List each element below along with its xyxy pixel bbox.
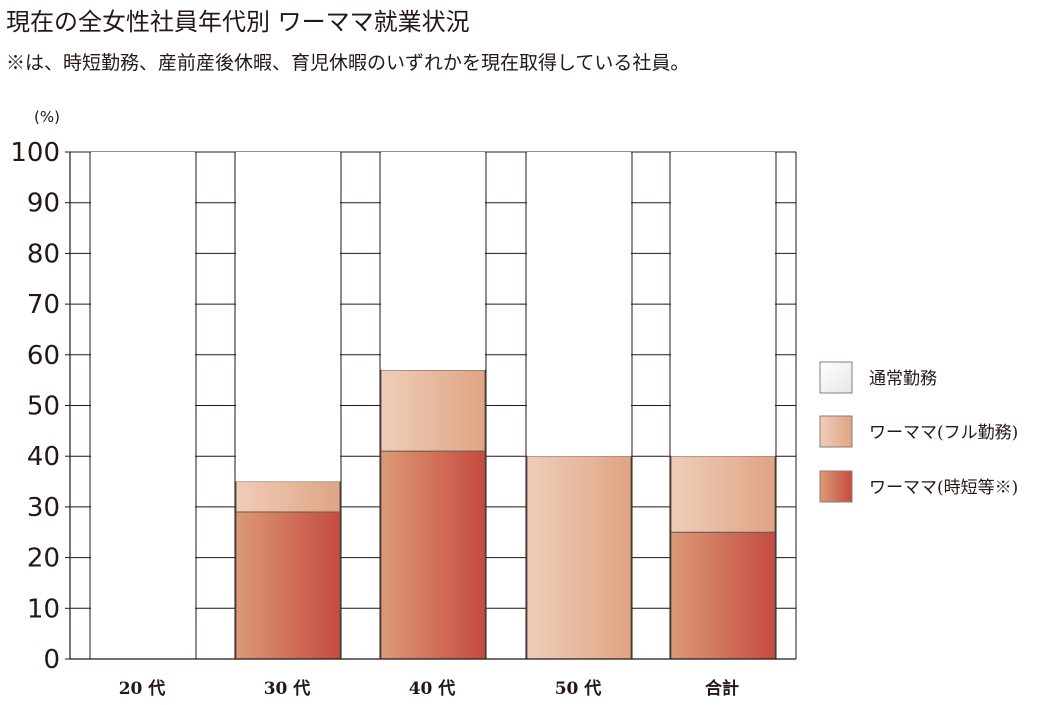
x-tick-label: 50 代 — [555, 678, 602, 699]
y-tick-label: 10 — [27, 594, 60, 624]
y-tick-label: 0 — [43, 645, 60, 675]
chart-subtitle: ※は、時短勤務、産前産後休暇、育児休暇のいずれかを現在取得している社員。 — [6, 52, 690, 74]
y-tick-label: 80 — [27, 239, 60, 269]
chart-title: 現在の全女性社員年代別 ワーママ就業状況 — [6, 8, 470, 36]
bar-segment — [670, 455, 776, 533]
legend-label: 通常勤務 — [869, 369, 937, 389]
x-tick-label: 30 代 — [264, 678, 311, 699]
legend-swatch — [819, 361, 853, 394]
legend-swatch — [819, 470, 853, 503]
y-tick-label: 30 — [27, 493, 60, 523]
x-tick-label: 20 代 — [119, 678, 166, 699]
legend-label: ワーママ(時短等※) — [869, 478, 1018, 498]
y-tick-label: 70 — [27, 290, 60, 320]
x-tick-labels: 20 代 30 代 40 代 50 代 合計 — [119, 678, 739, 699]
bar-segment — [671, 152, 775, 457]
bar-segment — [235, 481, 341, 513]
bar-segment — [381, 152, 485, 371]
bar-segment — [380, 450, 486, 660]
y-tick-label: 50 — [27, 392, 60, 422]
y-tick-label: 20 — [27, 544, 60, 574]
legend-label: ワーママ(フル勤務) — [869, 423, 1018, 443]
legend-swatch — [819, 415, 853, 448]
y-tick-label: 40 — [27, 442, 60, 472]
bar-segment — [236, 152, 340, 482]
y-tick-label: 60 — [27, 341, 60, 371]
y-tick-labels: 0 10 20 30 40 50 60 70 80 90 100 (%) — [10, 108, 60, 675]
y-axis-unit: (%) — [34, 108, 60, 126]
bar-segment — [91, 152, 195, 659]
x-tick-label: 40 代 — [409, 678, 456, 699]
bar-segment — [235, 511, 341, 660]
bar-segment — [670, 531, 776, 660]
bars — [91, 152, 776, 660]
x-tick-label: 合計 — [705, 678, 739, 699]
bar-segment — [526, 455, 632, 660]
axes — [65, 151, 796, 660]
bar-segment — [380, 369, 486, 452]
y-tick-label: 90 — [27, 189, 60, 219]
bar-segment — [527, 152, 631, 457]
y-tick-label: 100 — [10, 138, 60, 168]
